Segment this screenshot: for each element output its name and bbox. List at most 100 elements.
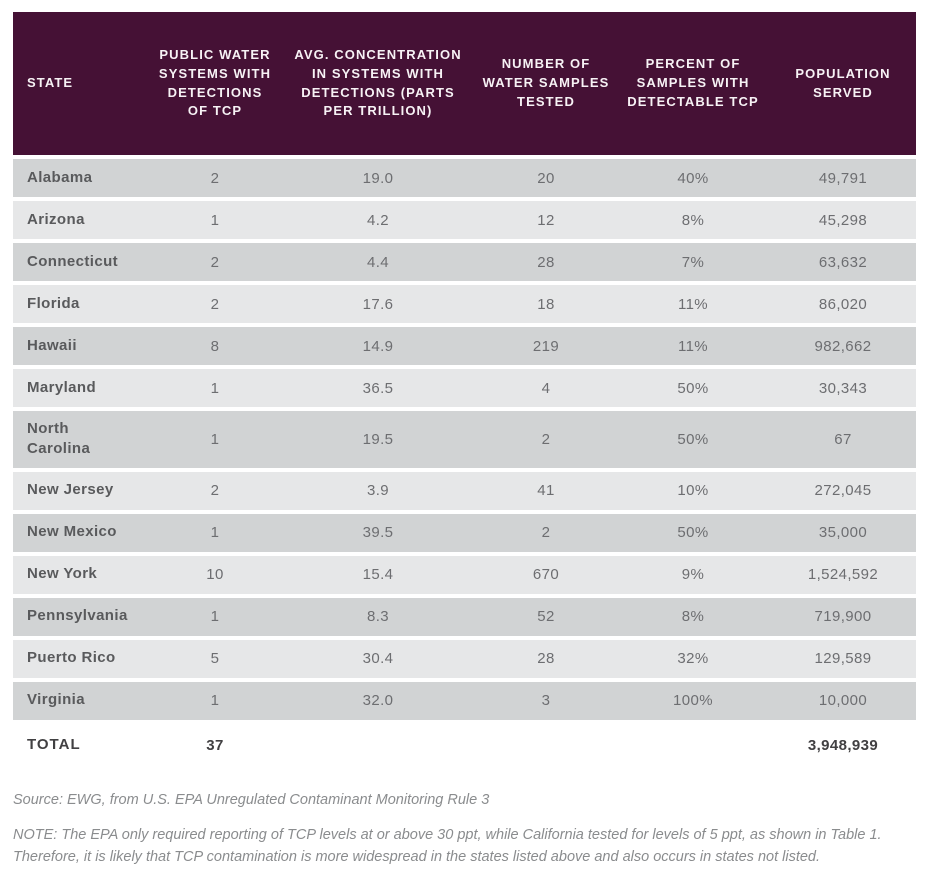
cell-systems-with-detections: 1 <box>210 430 220 448</box>
total-samples-tested <box>476 738 616 754</box>
cell-population-served: 45,298 <box>818 211 868 229</box>
cell-avg-concentration: 19.0 <box>362 169 394 187</box>
cell-avg-concentration: 19.5 <box>362 430 394 448</box>
cell-state: New York <box>27 565 98 583</box>
cell-samples-tested: 12 <box>537 211 555 229</box>
column-header-population-served: POPULATION SERVED <box>795 65 891 100</box>
table-footnotes: Source: EWG, from U.S. EPA Unregulated C… <box>13 790 916 869</box>
cell-population-served: 30,343 <box>818 379 868 397</box>
cell-percent-detectable: 9% <box>681 566 705 583</box>
cell-systems-with-detections: 8 <box>210 337 220 355</box>
cell-avg-concentration: 32.0 <box>362 692 394 709</box>
cell-state: Florida <box>27 294 80 312</box>
cell-population-served: 719,900 <box>814 608 872 625</box>
cell-samples-tested: 28 <box>537 253 555 271</box>
table-row: Florida 2 17.6 18 11% 86,020 <box>13 285 916 323</box>
cell-samples-tested: 219 <box>532 337 560 355</box>
cell-state: New Mexico <box>27 523 117 541</box>
table-row: New York 10 15.4 670 9% 1,524,592 <box>13 555 916 594</box>
cell-population-served: 63,632 <box>818 253 868 271</box>
cell-percent-detectable: 11% <box>677 295 709 313</box>
cell-population-served: 1,524,592 <box>807 566 879 583</box>
cell-samples-tested: 41 <box>537 482 555 499</box>
cell-samples-tested: 2 <box>541 524 551 541</box>
cell-systems-with-detections: 2 <box>210 295 220 313</box>
cell-state: Virginia <box>27 691 85 709</box>
table-row: Alabama 2 19.0 20 40% 49,791 <box>13 159 916 197</box>
cell-percent-detectable: 7% <box>681 253 705 271</box>
cell-population-served: 67 <box>834 430 852 448</box>
cell-avg-concentration: 4.4 <box>366 253 390 271</box>
cell-percent-detectable: 50% <box>677 430 709 448</box>
total-population-served: 3,948,939 <box>807 737 879 754</box>
cell-state: Pennsylvania <box>27 607 128 625</box>
total-avg-concentration <box>280 738 476 754</box>
cell-state: Hawaii <box>27 336 77 354</box>
cell-samples-tested: 3 <box>541 692 551 709</box>
cell-state: Arizona <box>27 210 85 228</box>
cell-percent-detectable: 40% <box>677 169 709 187</box>
cell-samples-tested: 52 <box>537 608 555 625</box>
cell-state: North Carolina <box>27 420 91 458</box>
table-header-row: STATE PUBLIC WATER SYSTEMS WITH DETECTIO… <box>13 12 916 155</box>
cell-samples-tested: 20 <box>537 169 555 187</box>
table-body: Alabama 2 19.0 20 40% 49,791 Arizona 1 4… <box>13 159 916 720</box>
cell-avg-concentration: 15.4 <box>362 566 394 583</box>
cell-percent-detectable: 100% <box>673 692 713 709</box>
cell-systems-with-detections: 2 <box>210 253 220 271</box>
cell-samples-tested: 4 <box>541 379 551 397</box>
cell-state: Connecticut <box>27 252 119 270</box>
table-row: Arizona 1 4.2 12 8% 45,298 <box>13 201 916 239</box>
source-line: Source: EWG, from U.S. EPA Unregulated C… <box>13 791 490 808</box>
cell-percent-detectable: 50% <box>677 524 709 541</box>
cell-percent-detectable: 8% <box>681 211 705 229</box>
cell-avg-concentration: 39.5 <box>362 524 394 541</box>
cell-population-served: 10,000 <box>818 692 868 709</box>
cell-percent-detectable: 11% <box>677 337 709 355</box>
cell-percent-detectable: 10% <box>677 482 709 499</box>
cell-percent-detectable: 32% <box>677 650 709 667</box>
note-line: NOTE: The EPA only required reporting of… <box>13 827 882 865</box>
column-header-percent-detectable: PERCENT OF SAMPLES WITH DETECTABLE TCP <box>627 56 759 109</box>
table-row: Connecticut 2 4.4 28 7% 63,632 <box>13 243 916 281</box>
table-row: North Carolina 1 19.5 2 50% 67 <box>13 411 916 468</box>
cell-systems-with-detections: 1 <box>210 608 220 625</box>
cell-state: New Jersey <box>27 481 114 499</box>
column-header-systems-with-detections: PUBLIC WATER SYSTEMS WITH DETECTIONS OF … <box>158 46 272 119</box>
table-row: Virginia 1 32.0 3 100% 10,000 <box>13 681 916 720</box>
cell-population-served: 129,589 <box>814 650 872 667</box>
column-header-avg-concentration: AVG. CONCENTRATION IN SYSTEMS WITH DETEC… <box>294 46 462 119</box>
cell-systems-with-detections: 10 <box>206 566 224 583</box>
table-row: Puerto Rico 5 30.4 28 32% 129,589 <box>13 639 916 678</box>
cell-percent-detectable: 50% <box>677 379 709 397</box>
cell-avg-concentration: 4.2 <box>366 211 390 229</box>
cell-avg-concentration: 17.6 <box>362 295 394 313</box>
cell-population-served: 272,045 <box>814 482 872 499</box>
cell-systems-with-detections: 1 <box>210 692 220 709</box>
cell-systems-with-detections: 2 <box>210 482 220 499</box>
table-row: New Mexico 1 39.5 2 50% 35,000 <box>13 513 916 552</box>
table-row: Pennsylvania 1 8.3 52 8% 719,900 <box>13 597 916 636</box>
table-row: Hawaii 8 14.9 219 11% 982,662 <box>13 327 916 365</box>
cell-systems-with-detections: 1 <box>210 524 220 541</box>
cell-population-served: 35,000 <box>818 524 868 541</box>
cell-avg-concentration: 3.9 <box>366 482 390 499</box>
cell-samples-tested: 28 <box>537 650 555 667</box>
table-total-row: TOTAL 37 3,948,939 <box>13 723 916 768</box>
cell-state: Alabama <box>27 168 93 186</box>
total-percent-detectable <box>616 738 770 754</box>
cell-avg-concentration: 36.5 <box>362 379 394 397</box>
cell-population-served: 49,791 <box>818 169 868 187</box>
total-label: TOTAL <box>27 736 81 754</box>
cell-avg-concentration: 8.3 <box>366 608 390 625</box>
cell-population-served: 86,020 <box>818 295 868 313</box>
cell-systems-with-detections: 1 <box>210 211 220 229</box>
cell-avg-concentration: 14.9 <box>362 337 394 355</box>
cell-percent-detectable: 8% <box>681 608 705 625</box>
cell-state: Maryland <box>27 378 97 396</box>
cell-avg-concentration: 30.4 <box>362 650 394 667</box>
column-header-state: STATE <box>27 75 74 91</box>
cell-systems-with-detections: 2 <box>210 169 220 187</box>
cell-state: Puerto Rico <box>27 649 116 667</box>
cell-samples-tested: 670 <box>532 566 560 583</box>
